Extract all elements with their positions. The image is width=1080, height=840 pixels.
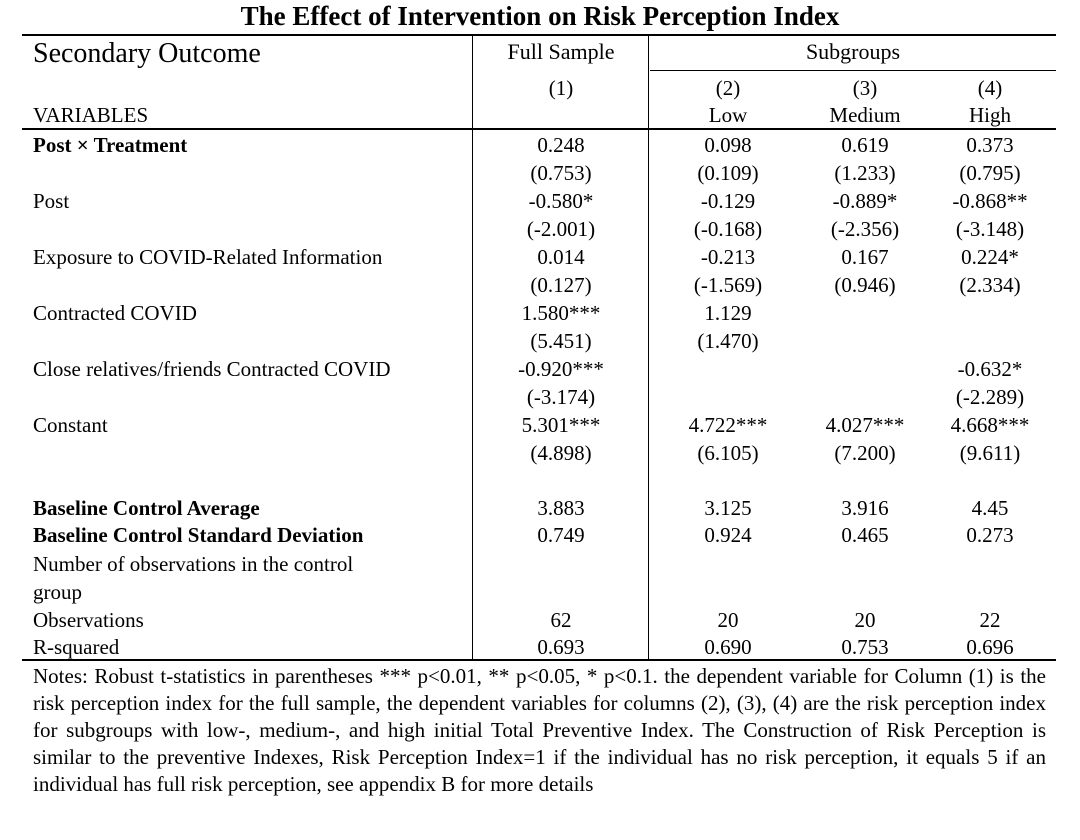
baseline-avg-value: 4.45 xyxy=(971,496,1009,520)
col-name-medium: Medium xyxy=(829,103,901,127)
t-stat-cell: (-1.569) xyxy=(693,273,763,297)
t-stat-cell: (2.334) xyxy=(959,273,1021,297)
coefficient-cell: 5.301*** xyxy=(521,413,601,437)
coefficient-cell: 0.098 xyxy=(704,133,752,157)
coefficient-cell: -0.868** xyxy=(952,189,1028,213)
t-stat-cell: (5.451) xyxy=(530,329,592,353)
t-stat-cell: (0.109) xyxy=(697,161,759,185)
t-stat-cell: (7.200) xyxy=(834,441,896,465)
outcome-label: Secondary Outcome xyxy=(33,38,261,69)
observations-value: 62 xyxy=(550,608,572,632)
row-label: Close relatives/friends Contracted COVID xyxy=(33,357,391,381)
coefficient-cell: -0.920*** xyxy=(518,357,604,381)
col-number-1: (1) xyxy=(548,76,574,100)
header-rule xyxy=(22,128,1056,130)
r-squared-label: R-squared xyxy=(33,635,120,659)
baseline-avg-value: 3.916 xyxy=(841,496,889,520)
row-label: Post × Treatment xyxy=(33,133,188,157)
baseline-sd-value: 0.749 xyxy=(537,523,585,547)
t-stat-cell: (-3.148) xyxy=(955,217,1025,241)
t-stat-cell: (-0.168) xyxy=(693,217,763,241)
coefficient-cell: 0.224* xyxy=(961,245,1019,269)
observations-label: Observations xyxy=(33,608,144,632)
r-squared-value: 0.696 xyxy=(966,635,1014,659)
observations-value: 20 xyxy=(717,608,739,632)
row-label: Constant xyxy=(33,413,108,437)
coefficient-cell: 4.668*** xyxy=(950,413,1030,437)
baseline-avg-label: Baseline Control Average xyxy=(33,496,260,520)
t-stat-cell: (0.946) xyxy=(834,273,896,297)
coefficient-cell: 0.014 xyxy=(537,245,585,269)
t-stat-cell: (-3.174) xyxy=(526,385,596,409)
subgroups-header: Subgroups xyxy=(805,39,901,64)
t-stat-cell: (9.611) xyxy=(959,441,1021,465)
baseline-sd-value: 0.273 xyxy=(966,523,1014,547)
baseline-sd-value: 0.924 xyxy=(704,523,752,547)
row-label: Contracted COVID xyxy=(33,301,197,325)
full-sample-header: Full Sample xyxy=(507,39,615,64)
t-stat-cell: (0.795) xyxy=(959,161,1021,185)
variables-label: VARIABLES xyxy=(33,103,149,127)
t-stat-cell: (6.105) xyxy=(697,441,759,465)
coefficient-cell: -0.632* xyxy=(957,357,1023,381)
observations-value: 20 xyxy=(854,608,876,632)
subgroup-rule xyxy=(650,70,1056,71)
top-rule xyxy=(22,34,1056,36)
coefficient-cell: 0.373 xyxy=(966,133,1014,157)
n-control-label-line2: group xyxy=(33,580,82,604)
t-stat-cell: (1.470) xyxy=(697,329,759,353)
coefficient-cell: 1.580*** xyxy=(521,301,601,325)
r-squared-value: 0.693 xyxy=(537,635,585,659)
coefficient-cell: 4.027*** xyxy=(825,413,905,437)
coefficient-cell: 0.248 xyxy=(537,133,585,157)
col-number-4: (4) xyxy=(977,76,1003,100)
coefficient-cell: 4.722*** xyxy=(688,413,768,437)
table-notes: Notes: Robust t-statistics in parenthese… xyxy=(33,664,1046,796)
r-squared-value: 0.690 xyxy=(704,635,752,659)
table-title: The Effect of Intervention on Risk Perce… xyxy=(240,1,840,31)
baseline-sd-label: Baseline Control Standard Deviation xyxy=(33,523,364,547)
observations-value: 22 xyxy=(979,608,1001,632)
baseline-avg-value: 3.883 xyxy=(537,496,585,520)
coefficient-cell: 0.167 xyxy=(841,245,889,269)
coefficient-cell: 1.129 xyxy=(704,301,752,325)
coefficient-cell: -0.129 xyxy=(700,189,756,213)
t-stat-cell: (4.898) xyxy=(530,441,592,465)
coefficient-cell: -0.213 xyxy=(700,245,756,269)
col-number-3: (3) xyxy=(852,76,878,100)
t-stat-cell: (-2.289) xyxy=(955,385,1025,409)
col1-divider xyxy=(472,36,473,659)
t-stat-cell: (0.127) xyxy=(530,273,592,297)
baseline-sd-value: 0.465 xyxy=(841,523,889,547)
t-stat-cell: (0.753) xyxy=(530,161,592,185)
t-stat-cell: (-2.001) xyxy=(526,217,596,241)
coefficient-cell: 0.619 xyxy=(841,133,889,157)
coefficient-cell: -0.580* xyxy=(528,189,594,213)
row-label: Post xyxy=(33,189,70,213)
col-number-2: (2) xyxy=(715,76,741,100)
col-name-high: High xyxy=(969,103,1011,127)
row-label: Exposure to COVID-Related Information xyxy=(33,245,383,269)
col2-divider xyxy=(648,36,649,659)
t-stat-cell: (-2.356) xyxy=(830,217,900,241)
n-control-label-line1: Number of observations in the control xyxy=(33,552,354,576)
r-squared-value: 0.753 xyxy=(841,635,889,659)
baseline-avg-value: 3.125 xyxy=(704,496,752,520)
bottom-rule xyxy=(22,659,1056,661)
coefficient-cell: -0.889* xyxy=(832,189,898,213)
t-stat-cell: (1.233) xyxy=(834,161,896,185)
col-name-low: Low xyxy=(708,103,748,127)
